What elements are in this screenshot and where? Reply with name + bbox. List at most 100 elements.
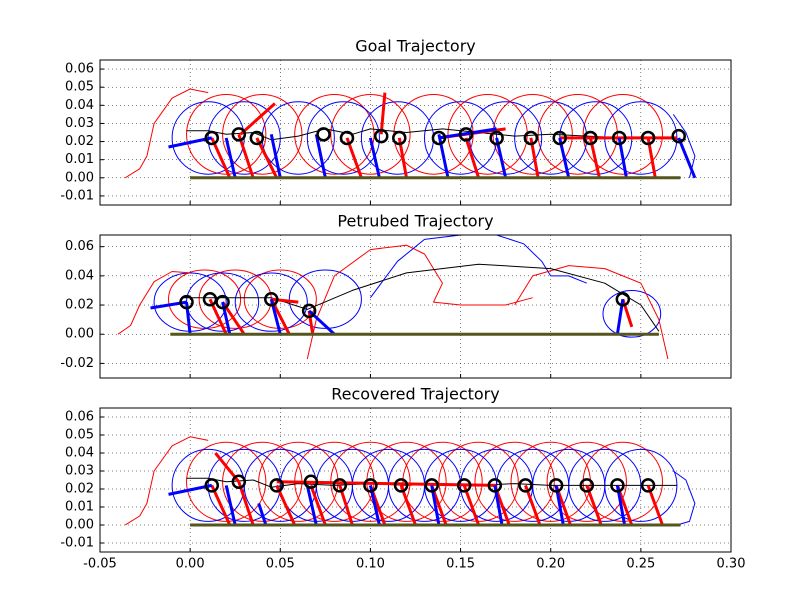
hip-marker: [640, 478, 656, 493]
hip-marker: [301, 303, 317, 319]
hip-marker: [392, 130, 407, 146]
hip-marker: [332, 478, 348, 493]
y-tick-label: 0.06: [65, 62, 94, 77]
trajectory-line: [168, 127, 697, 179]
swing-loop: [474, 441, 555, 522]
x-tick-label: 0.20: [536, 557, 565, 572]
axes-frame: [99, 59, 732, 206]
hip-marker: [424, 478, 439, 493]
trajectory-line: [672, 114, 696, 178]
y-tick-label: 0.00: [65, 170, 94, 185]
x-tick-label: 0.15: [446, 557, 475, 572]
swing-loop: [306, 101, 380, 175]
y-tick-label: 0.04: [65, 98, 94, 113]
hip-marker: [431, 130, 447, 146]
y-tick-label: 0.03: [65, 116, 94, 131]
y-tick-label: 0.00: [65, 327, 94, 342]
hip-marker: [456, 478, 472, 493]
plot-area: [124, 436, 696, 527]
x-tick-label: 0.25: [626, 557, 655, 572]
trajectory-line: [369, 235, 587, 298]
hip-marker: [316, 127, 331, 142]
hip-marker: [611, 130, 627, 146]
y-tick-label: 0.01: [65, 152, 94, 167]
swing-loop: [294, 93, 375, 175]
y-tick-label: 0.03: [65, 464, 94, 479]
hip-marker: [518, 478, 533, 493]
y-tick-label: 0.02: [65, 298, 94, 313]
hip-marker: [179, 294, 194, 310]
hip-marker: [579, 478, 595, 493]
axes-frame: [99, 234, 732, 379]
x-tick-label: 0.30: [717, 557, 746, 572]
hip-marker: [373, 128, 389, 144]
plot-area: [124, 88, 697, 180]
y-tick-label: 0.04: [65, 268, 94, 283]
x-tick-label: 0.10: [356, 557, 385, 572]
y-tick-label: 0.06: [65, 410, 94, 425]
hip-marker: [303, 474, 319, 490]
y-tick-label: 0.02: [65, 134, 94, 149]
y-tick-label: -0.02: [60, 356, 94, 371]
y-tick-label: 0.05: [65, 80, 94, 95]
subplot: Goal Trajectory -0.01 0.00 0.01 0.02 0.03 0.04…: [60, 37, 732, 206]
y-tick-label: 0.00: [65, 518, 94, 533]
swing-loop: [168, 269, 242, 329]
swing-loop: [198, 269, 272, 329]
subplot: Petrubed Trajectory -0.02 0.00 0.02 0.04 0.06: [60, 212, 732, 379]
trajectory-line: [181, 263, 660, 332]
trajectory-line: [514, 265, 669, 360]
x-tick-label: 0.00: [176, 557, 205, 572]
subplot: Recovered Trajectory -0.01 0.00 0.01 0.02 0.0…: [60, 385, 745, 572]
swing-loop: [402, 441, 483, 522]
y-tick-label: 0.04: [65, 446, 94, 461]
trajectory-line: [124, 436, 209, 526]
axes-frame: [99, 407, 732, 553]
trajectory-line: [208, 297, 634, 336]
trajectory-line: [124, 88, 209, 179]
hip-marker: [204, 478, 220, 493]
hip-marker: [458, 127, 474, 142]
x-tick-label: 0.05: [266, 557, 295, 572]
hip-marker: [204, 130, 220, 146]
hip-marker: [264, 291, 279, 307]
hip-marker: [615, 291, 631, 307]
hip-marker: [231, 127, 247, 142]
hip-marker: [489, 130, 504, 146]
hip-marker: [610, 478, 625, 493]
y-tick-label: -0.01: [60, 536, 94, 551]
subplot-title: Goal Trajectory: [355, 37, 476, 56]
swing-loop: [602, 289, 662, 338]
hip-marker: [363, 478, 378, 493]
hip-marker: [215, 294, 230, 310]
swing-loop: [186, 93, 267, 175]
trajectory-line: [306, 244, 533, 360]
hip-marker: [339, 130, 355, 146]
hip-marker: [523, 130, 539, 146]
trajectory-line: [150, 298, 625, 336]
swing-loop: [234, 272, 308, 332]
subplot-title: Recovered Trajectory: [331, 385, 499, 404]
hip-marker: [249, 130, 265, 146]
y-tick-label: 0.06: [65, 239, 94, 254]
swing-loop: [186, 441, 267, 522]
swing-loop: [537, 93, 618, 175]
hip-marker: [640, 130, 656, 146]
hip-marker: [548, 478, 564, 493]
hip-marker: [269, 478, 284, 493]
y-tick-label: 0.02: [65, 482, 94, 497]
swing-loop: [582, 93, 663, 175]
hip-marker: [393, 478, 409, 493]
hip-marker: [552, 130, 567, 146]
hip-marker: [231, 474, 247, 490]
swing-loop: [288, 269, 362, 329]
trajectory-line: [117, 271, 191, 335]
plot-area: [117, 235, 669, 360]
trajectory-line: [673, 470, 696, 526]
hip-marker: [487, 478, 503, 493]
trajectory-line: [168, 483, 627, 526]
hip-marker: [583, 130, 598, 146]
swing-loop: [546, 441, 627, 522]
